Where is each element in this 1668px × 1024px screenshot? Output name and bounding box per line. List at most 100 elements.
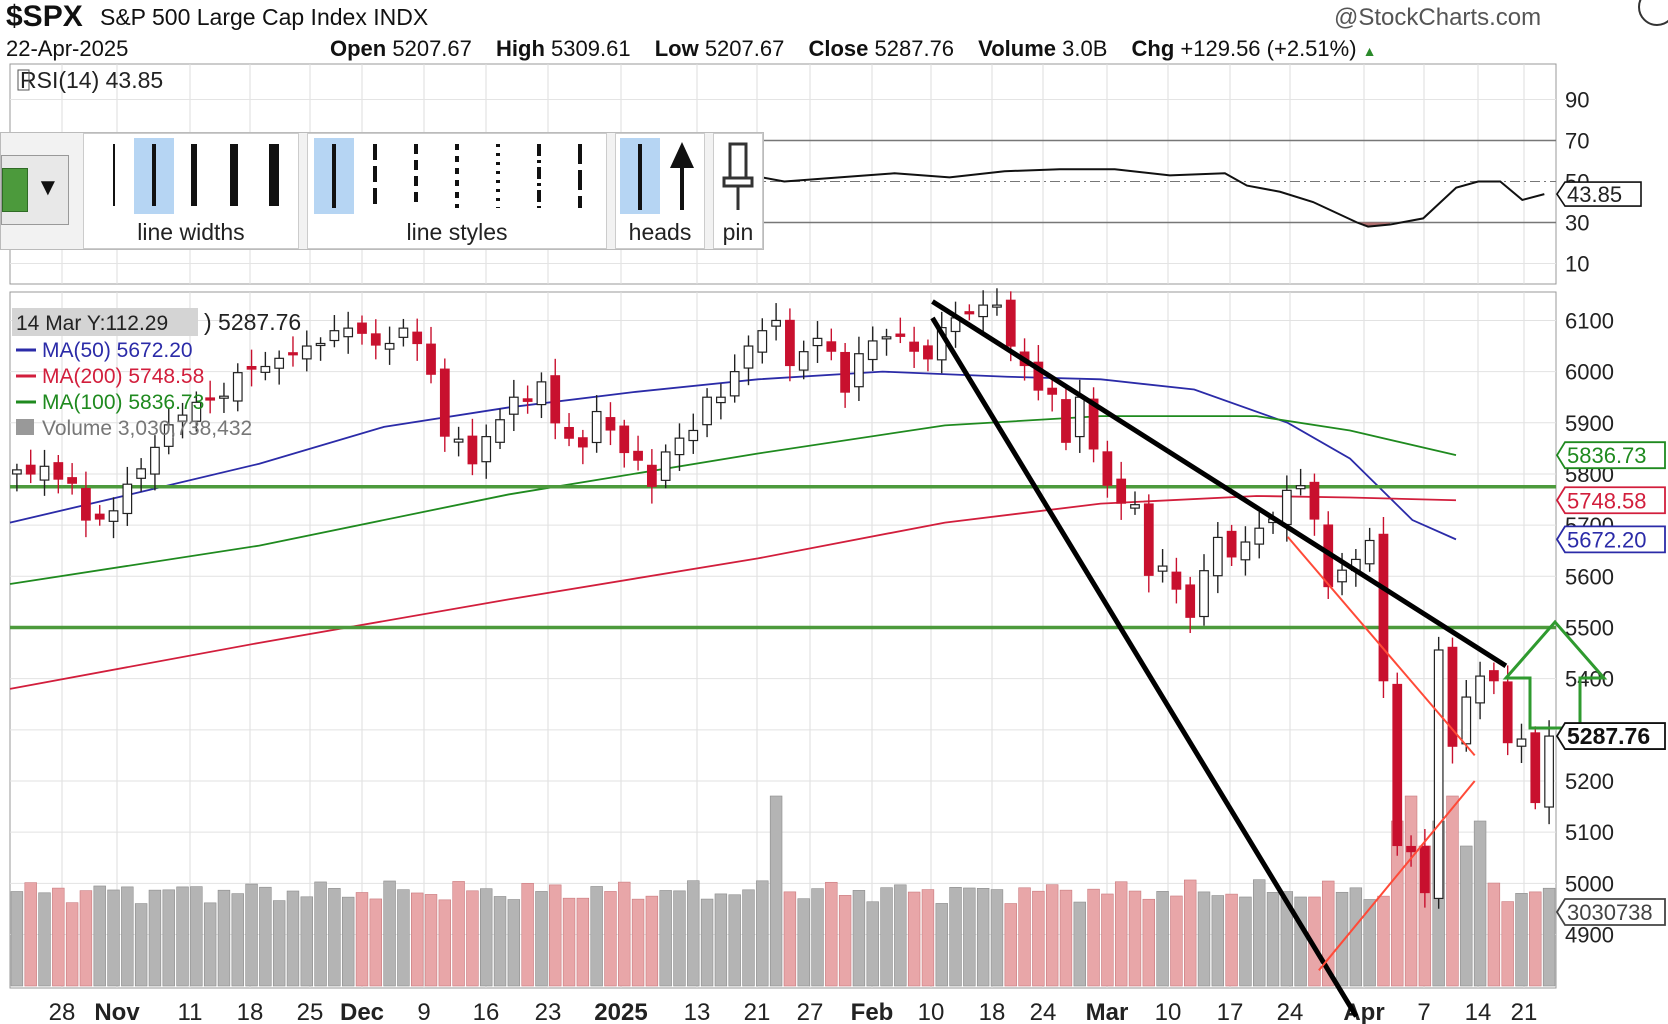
price-y-tick: 6100 — [1565, 308, 1614, 333]
price-y-tick: 5000 — [1565, 871, 1614, 896]
x-tick-label: 9 — [417, 999, 430, 1024]
volume-bar — [1211, 895, 1225, 987]
symbol-title: $SPX — [6, 0, 83, 33]
candle-body — [150, 446, 160, 475]
volume-bar — [1142, 898, 1155, 987]
value-tag-text-ma100: 5836.73 — [1567, 443, 1647, 468]
candle-body — [550, 375, 561, 424]
line-style-option[interactable] — [314, 138, 354, 214]
line-width-option[interactable] — [134, 138, 174, 214]
line-style-option[interactable] — [396, 138, 436, 214]
value-tag-ma50 — [1555, 525, 1666, 554]
volume-bar — [673, 890, 686, 987]
volume-bar — [1239, 896, 1252, 987]
no-head-option[interactable] — [620, 138, 660, 214]
candle-body — [605, 417, 616, 431]
candle-body — [1364, 539, 1375, 565]
volume-bar — [217, 889, 231, 987]
volume-bar — [162, 889, 175, 987]
volume-bar — [811, 888, 824, 987]
candle-body — [315, 342, 326, 347]
volume-bar — [756, 880, 769, 987]
volume-bar — [1473, 820, 1487, 987]
x-tick-label: Mar — [1086, 999, 1129, 1024]
volume-bar — [466, 890, 479, 987]
volume-bar — [769, 795, 783, 987]
x-tick-label: 27 — [797, 999, 824, 1024]
volume-bar — [1460, 845, 1473, 987]
x-tick-label: 25 — [297, 999, 324, 1024]
volume-bar — [369, 898, 382, 987]
candle-body — [1295, 485, 1306, 490]
ma-line-ma100 — [9, 415, 1457, 585]
volume-bar — [507, 899, 521, 987]
volume-bar — [272, 900, 286, 987]
line-widths-group: line widths — [83, 133, 299, 249]
candle-body — [1171, 571, 1182, 590]
volume-bar — [990, 889, 1004, 987]
trend-line — [930, 316, 1359, 1018]
candle-body — [1005, 299, 1016, 347]
volume-bar — [134, 903, 148, 987]
line-width-option[interactable] — [174, 138, 214, 214]
volume-bar — [631, 898, 645, 987]
candle-body — [591, 410, 602, 444]
volume-bar — [79, 890, 93, 987]
x-tick-label: Feb — [851, 999, 894, 1024]
candle-body — [1102, 451, 1113, 486]
trend-line — [1318, 780, 1476, 971]
line-style-option[interactable] — [355, 138, 395, 214]
volume-bar — [245, 883, 258, 987]
volume-bar — [355, 892, 369, 987]
volume-bar — [1280, 891, 1294, 987]
volume-bar — [424, 894, 438, 987]
line-width-option[interactable] — [214, 138, 254, 214]
volume-bar — [1128, 890, 1142, 987]
pin-icon[interactable] — [718, 138, 758, 214]
x-tick-label: 28 — [49, 999, 76, 1024]
color-picker[interactable]: ▼ — [1, 155, 69, 225]
line-style-option[interactable] — [519, 138, 559, 214]
value-tag-ma200 — [1555, 486, 1666, 515]
line-style-option[interactable] — [437, 138, 477, 214]
x-tick-label: 18 — [979, 999, 1006, 1024]
line-style-option[interactable] — [560, 138, 600, 214]
candle-body — [1530, 732, 1541, 804]
candle-body — [798, 351, 809, 371]
candle-body — [688, 429, 699, 442]
candle-body — [426, 343, 436, 375]
volume-bar — [1059, 889, 1073, 987]
volume-bar — [1529, 891, 1542, 987]
candle-body — [1461, 696, 1472, 745]
volume-bar — [107, 889, 120, 987]
candle-body — [1212, 536, 1223, 577]
color-swatch — [2, 168, 28, 212]
volume-bar — [921, 889, 935, 987]
volume-bar — [1542, 887, 1556, 987]
candle-body — [992, 304, 1002, 308]
line-width-option[interactable] — [94, 138, 134, 214]
arrow-head-icon[interactable] — [662, 138, 702, 214]
x-tick-label: 24 — [1030, 999, 1057, 1024]
volume-bar — [65, 902, 79, 987]
value-tag-text-close: 5287.76 — [1567, 723, 1650, 749]
candle-body — [1047, 387, 1058, 395]
low-value: 5207.67 — [704, 36, 785, 61]
candle-body — [412, 331, 423, 345]
volume-bar — [783, 891, 797, 987]
volume-bar — [1073, 901, 1086, 987]
candle-body — [522, 398, 533, 402]
volume-bar — [1170, 895, 1183, 987]
candle-body — [895, 333, 906, 337]
candle-body — [1489, 670, 1499, 682]
line-style-option[interactable] — [478, 138, 518, 214]
volume-bar — [1515, 893, 1528, 987]
volume-bar — [549, 884, 562, 987]
line-width-option[interactable] — [254, 138, 294, 214]
candle-body — [785, 319, 795, 367]
volume-bar — [259, 886, 272, 987]
volume-bar — [10, 891, 24, 987]
candle-body — [743, 345, 754, 369]
candle-body — [260, 365, 271, 373]
